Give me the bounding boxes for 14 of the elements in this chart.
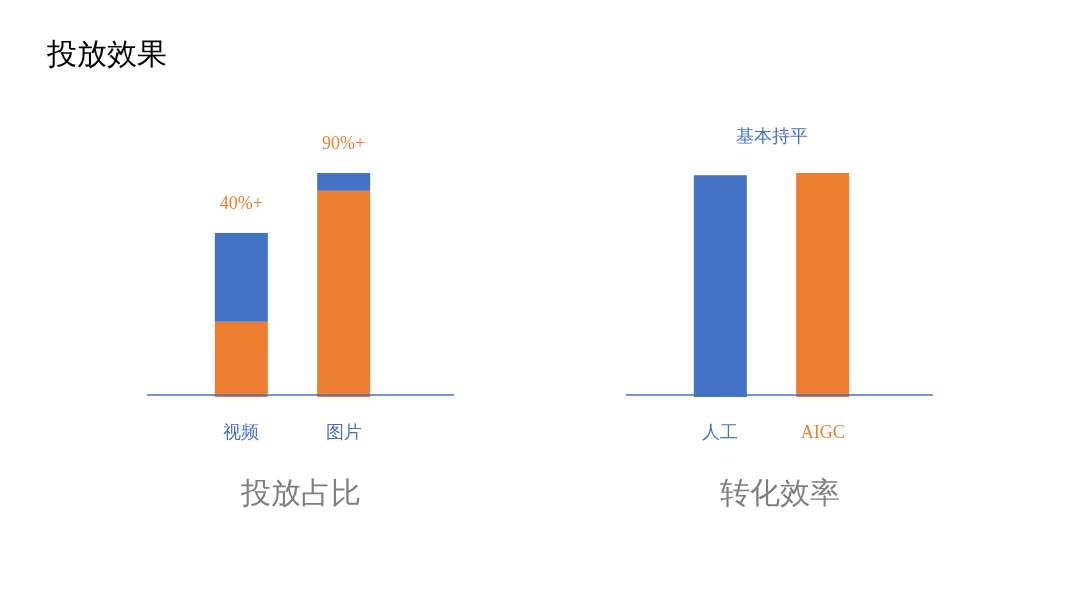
bar bbox=[317, 173, 371, 191]
annotation: 40%+ bbox=[219, 192, 263, 213]
annotation: 90%+ bbox=[322, 133, 366, 153]
text: 基本持平 bbox=[735, 126, 808, 146]
bar bbox=[214, 232, 268, 322]
x-tick-label: AIGC bbox=[800, 422, 845, 442]
text: 转化效率 bbox=[719, 476, 840, 509]
x-tick-label: 人工 bbox=[702, 422, 739, 442]
text: 投放占比 bbox=[239, 476, 361, 509]
text: 投放效果 bbox=[46, 37, 167, 70]
x-tick-label: 图片 bbox=[325, 422, 362, 442]
bar bbox=[317, 190, 371, 397]
x-tick-label: 视频 bbox=[223, 422, 260, 442]
bar bbox=[214, 321, 268, 397]
